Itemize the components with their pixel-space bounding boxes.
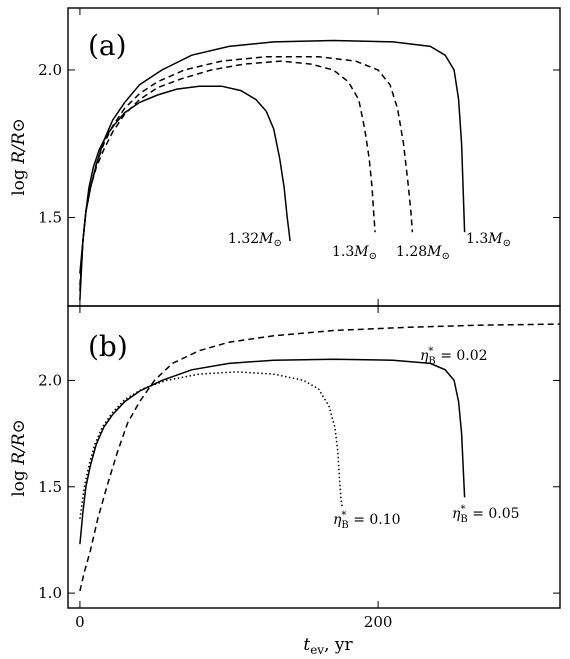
label-eta-0.05: η* B = 0.05 [452,504,520,525]
panel-a-curves [79,39,466,301]
label-1.32M: 1.32M⊙ [228,231,282,249]
panel-b-y-axis-label: log R/R⊙ [9,419,29,497]
series-b-2-dotted [79,371,344,519]
series-a-1-dashed [79,60,376,292]
y-tick-label-a-1: 2.0 [38,61,62,79]
y-tick-label-b-0: 1.0 [38,584,62,602]
label-1.3M-dashed: 1.3M⊙ [332,244,377,262]
series-b-1-solid [79,358,466,545]
label-eta-0.10: η* B = 0.10 [333,510,401,531]
x-axis-label: tev, yr [303,635,353,657]
label-eta-0.02: η* B = 0.02 [420,346,488,367]
panel-a-y-axis-label: log R/R⊙ [9,118,29,196]
panel-b-curves [79,323,561,592]
y-tick-label-b-1: 1.5 [38,478,62,496]
panel-a-ticks: 1.5 2.0 [38,8,560,306]
y-tick-label-a-0: 1.5 [38,208,62,226]
panel-b-frame [67,305,561,609]
panel-a-label: (a) [88,29,127,62]
series-a-0-solid [79,85,291,301]
series-a-3-solid [79,39,466,274]
y-tick-label-b-2: 2.0 [38,371,62,389]
series-b-0-dashed [79,323,561,592]
label-1.3M-solid: 1.3M⊙ [466,231,511,249]
panel-b-ticks: 1.0 1.5 2.0 0 200 [38,306,560,631]
x-tick-label-0: 0 [75,613,85,631]
panel-b-label: (b) [88,330,128,363]
x-tick-label-1: 200 [364,613,393,631]
panel-a-frame [67,7,561,307]
label-1.28M: 1.28M⊙ [396,244,450,262]
